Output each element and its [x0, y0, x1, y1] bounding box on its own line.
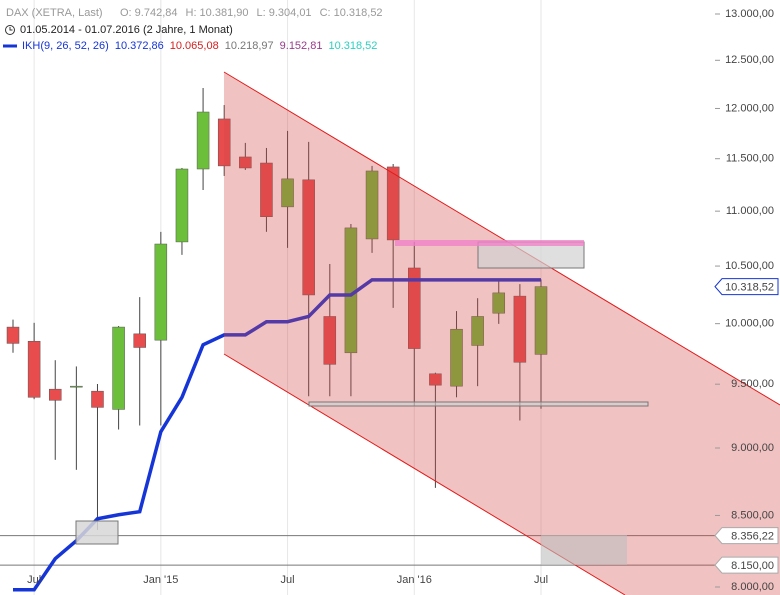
candle-body [281, 178, 294, 208]
candles [6, 87, 548, 592]
last-tag [714, 278, 779, 296]
x-tick-label: Jul [27, 574, 41, 586]
header: DAX (XETRA, Last) O: 9.742,84 H: 10.381,9… [3, 7, 383, 52]
candle-body [133, 333, 146, 348]
zone-bar [395, 240, 584, 246]
level-label: 8.356,22 [731, 530, 774, 542]
candle-body [492, 292, 506, 314]
candle-body [175, 168, 189, 243]
level-label: 8.150,00 [731, 560, 774, 572]
candle-body [450, 328, 463, 387]
y-tick-label: 10.500,00 [725, 260, 774, 272]
candle-body [112, 326, 125, 410]
legend-label: IKH(9, 26, 52, 26) [22, 40, 109, 52]
ohlc-value: C: 10.318,52 [320, 7, 383, 19]
clock-icon [5, 25, 15, 35]
overlay [75, 71, 780, 595]
y-tick-label: 9.500,00 [731, 378, 774, 390]
level-tag [714, 556, 779, 574]
readout-value: 10.318,52 [328, 40, 377, 52]
candle-body [91, 390, 104, 408]
x-tick-label: Jul [281, 574, 295, 586]
ohlc-readout: O: 9.742,84 H: 10.381,90 L: 9.304,01 C: 10.… [120, 7, 383, 19]
ohlc-value: H: 10.381,90 [186, 7, 249, 19]
date-range: 01.05.2014 - 01.07.2016 (2 Jahre, 1 Mona… [20, 24, 233, 36]
ohlc-value: L: 9.304,01 [257, 7, 312, 19]
indicator-readout: 10.372,86 10.065,08 10.218,97 9.152,81 10.31… [115, 40, 378, 52]
y-tick-label: 8.500,00 [731, 509, 774, 521]
candle-body [386, 166, 400, 241]
candle-body [70, 385, 83, 388]
y-tick-label: 8.000,00 [731, 581, 774, 593]
ohlc-value: O: 9.742,84 [120, 7, 178, 19]
candle-body [27, 340, 41, 398]
candle-body [534, 286, 548, 355]
candle-body [48, 388, 62, 401]
candle-body [239, 156, 252, 169]
zone-box [541, 535, 627, 565]
candle-body [196, 111, 210, 170]
y-tick-label: 13.000,00 [725, 8, 774, 20]
channel-upper [223, 71, 780, 406]
candle-body [323, 316, 337, 365]
x-tick-label: Jan '15 [143, 574, 178, 586]
x-tick-label: Jan '16 [397, 574, 432, 586]
readout-value: 10.372,86 [115, 40, 164, 52]
zone-box [75, 520, 119, 545]
readout-value: 10.218,97 [225, 40, 274, 52]
x-tick-label: Jul [534, 574, 548, 586]
candle-body [6, 326, 20, 344]
y-tick-label: 9.000,00 [731, 442, 774, 454]
y-axis: Jul Jan '15 Jul Jan '16 Jul 8.000,00 8.500,00 9… [27, 8, 779, 593]
y-tick-label: 10.000,00 [725, 318, 774, 330]
candle-body [302, 179, 315, 296]
candle-body [513, 295, 527, 363]
last-label: 10.318,52 [725, 282, 774, 294]
level-tag [714, 527, 779, 545]
y-tick-label: 12.500,00 [725, 54, 774, 66]
candle-body [154, 243, 168, 341]
y-tick-label: 12.000,00 [725, 102, 774, 114]
instrument: DAX (XETRA, Last) [6, 7, 103, 19]
readout-value: 9.152,81 [280, 40, 323, 52]
candle-body [408, 267, 421, 349]
candle-body [429, 373, 442, 386]
readout-value: 10.065,08 [170, 40, 219, 52]
y-tick-label: 11.500,00 [726, 153, 774, 165]
candle-body [260, 162, 273, 218]
zone-box [477, 241, 585, 269]
y-tick-label: 11.000,00 [726, 205, 774, 217]
candle-body [365, 170, 379, 240]
candle-body [471, 316, 484, 346]
trend-channel [224, 72, 780, 595]
support-bar [308, 401, 649, 407]
candle-body [217, 118, 231, 167]
clock-hands [9, 27, 13, 31]
indicator-line [13, 278, 541, 592]
